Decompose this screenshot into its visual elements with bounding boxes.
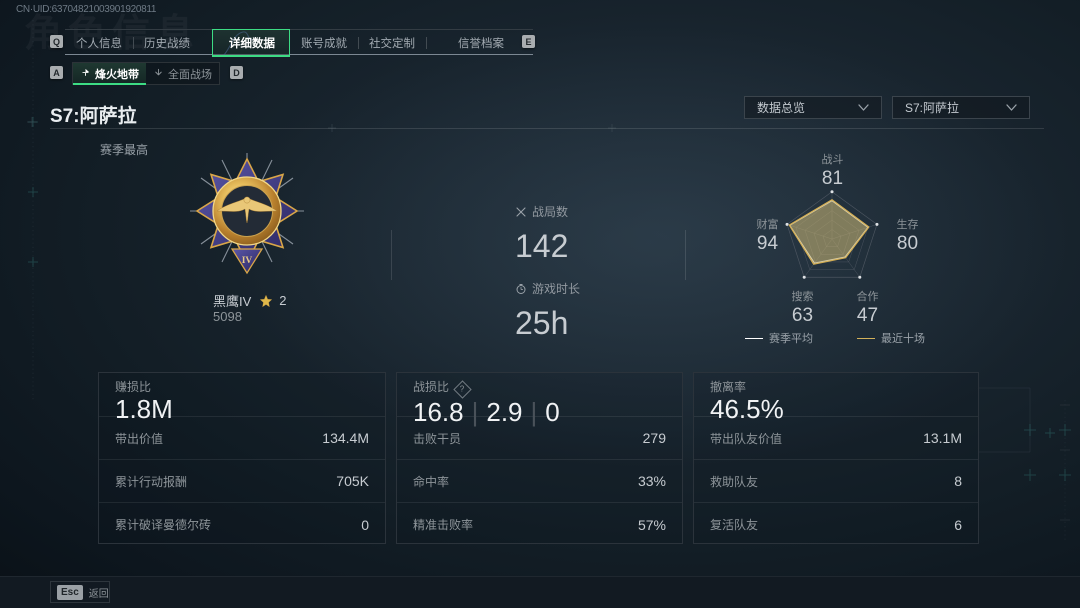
svg-text:IV: IV [242, 256, 253, 266]
